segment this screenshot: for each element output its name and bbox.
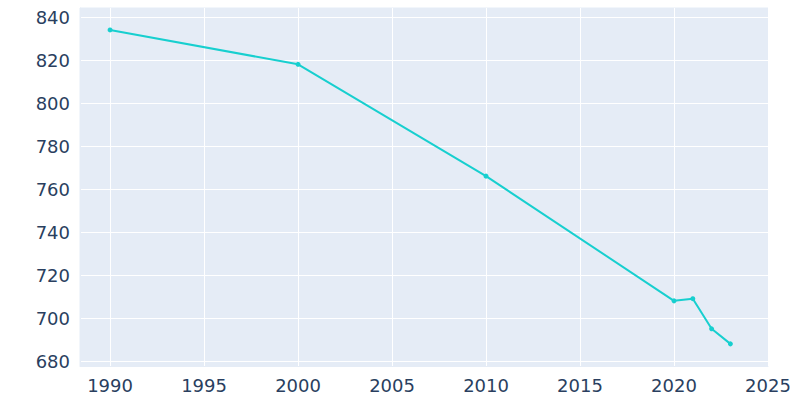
svg-text:2020: 2020: [651, 375, 697, 396]
svg-text:840: 840: [36, 7, 70, 28]
svg-text:760: 760: [36, 179, 70, 200]
svg-text:1995: 1995: [181, 375, 227, 396]
svg-text:2005: 2005: [369, 375, 415, 396]
svg-text:720: 720: [36, 265, 70, 286]
svg-text:700: 700: [36, 308, 70, 329]
svg-text:800: 800: [36, 93, 70, 114]
svg-text:680: 680: [36, 351, 70, 372]
svg-text:1990: 1990: [87, 375, 133, 396]
svg-text:2010: 2010: [463, 375, 509, 396]
svg-text:2025: 2025: [745, 375, 791, 396]
svg-text:2000: 2000: [275, 375, 321, 396]
svg-text:2015: 2015: [557, 375, 603, 396]
svg-text:740: 740: [36, 222, 70, 243]
svg-text:820: 820: [36, 50, 70, 71]
svg-text:780: 780: [36, 136, 70, 157]
